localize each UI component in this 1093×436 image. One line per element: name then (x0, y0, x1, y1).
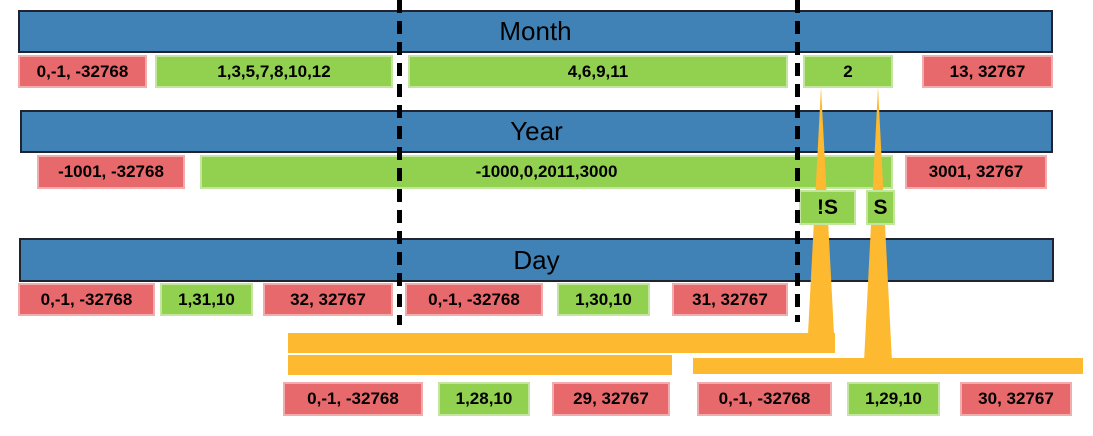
leap-february-connector-bar (693, 358, 1083, 374)
year-title: Year (510, 116, 563, 146)
feb-nonleap-partition-valid: 1,28,10 (438, 382, 530, 416)
year-partition-invalid-low: -1001, -32768 (37, 155, 185, 189)
feb-nonleap-partition-invalid-low: 0,-1, -32768 (283, 382, 423, 416)
month-title: Month (499, 16, 572, 46)
day-partition-invalid-high-30: 31, 32767 (672, 283, 788, 316)
non-leap-february-connector-bar (288, 333, 835, 353)
feb-leap-partition-valid: 1,29,10 (847, 382, 940, 416)
feb-leap-partition-invalid-low: 0,-1, -32768 (697, 382, 832, 416)
feb-leap-partition-invalid-high: 30, 32767 (960, 382, 1072, 416)
month-axis-bar: Month (18, 10, 1053, 53)
month-partition-valid-30day-months: 4,6,9,11 (408, 55, 788, 88)
year-axis-bar: Year (20, 110, 1053, 153)
day-partition-valid-31: 1,31,10 (160, 283, 253, 316)
month-partition-valid-31day-months: 1,3,5,7,8,10,12 (155, 55, 393, 88)
month-partition-invalid-high: 13, 32767 (922, 55, 1053, 88)
day-partition-valid-30: 1,30,10 (557, 283, 650, 316)
day-axis-bar: Day (19, 238, 1054, 282)
day-partition-invalid-low-30: 0,-1, -32768 (405, 283, 543, 316)
day-partition-invalid-high-31: 32, 32767 (263, 283, 393, 316)
partition-boundary-dashed-line-right (795, 0, 800, 322)
feb-nonleap-partition-invalid-high: 29, 32767 (552, 382, 670, 416)
month-partition-valid-february: 2 (803, 55, 893, 88)
leap-year-flag-box: S (866, 190, 895, 225)
month-partition-invalid-low: 0,-1, -32768 (18, 55, 147, 88)
non-leap-february-connector-bar-lower (288, 355, 672, 375)
day-title: Day (513, 244, 560, 275)
year-partition-invalid-high: 3001, 32767 (905, 155, 1047, 189)
non-leap-year-flag-box: !S (799, 190, 856, 225)
partition-boundary-dashed-line-left (397, 0, 402, 325)
day-partition-invalid-low-31: 0,-1, -32768 (18, 283, 155, 316)
year-partition-valid: -1000,0,2011,3000 (200, 155, 893, 189)
